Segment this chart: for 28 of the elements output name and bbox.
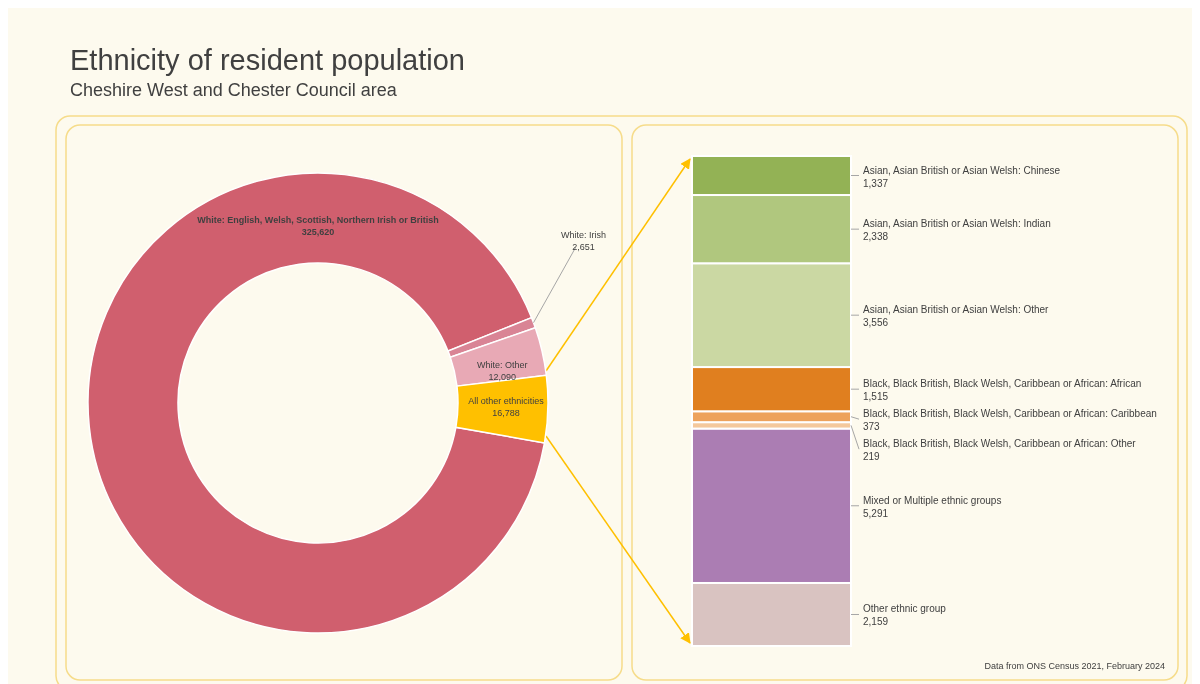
data-label: 2,159 xyxy=(863,616,889,628)
series-label: Asian, Asian British or Asian Welsh: Other xyxy=(863,304,1050,316)
series-label: Other ethnic group xyxy=(863,603,947,615)
data-label: 325,620 xyxy=(301,227,335,237)
data-label: 3,556 xyxy=(863,317,889,329)
chart-subtitle: Cheshire West and Chester Council area xyxy=(70,80,398,100)
chart-title: Ethnicity of resident population xyxy=(70,44,465,76)
data-label: 1,515 xyxy=(863,391,889,403)
series-label: Asian, Asian British or Asian Welsh: Indian xyxy=(863,218,1051,230)
data-label: 2,651 xyxy=(572,241,595,252)
data-label: 1,337 xyxy=(863,177,889,189)
slice-label: All other ethnicities xyxy=(468,395,545,406)
data-label: 16,788 xyxy=(492,407,520,418)
data-label: 373 xyxy=(863,421,881,433)
text: Data from ONS Census 2021, February 2024 xyxy=(984,661,1165,671)
series-label: Black, Black British, Black Welsh, Caribbean or African: Other xyxy=(863,438,1137,450)
slice-label: White: English, Welsh, Scottish, Northern Irish or British xyxy=(197,215,439,225)
series-label: Asian, Asian British or Asian Welsh: Chinese xyxy=(863,164,1061,176)
slice-label: White: Irish xyxy=(561,229,607,240)
series-label: Black, Black British, Black Welsh, Caribbean or African: African xyxy=(863,378,1142,390)
donut-slice xyxy=(87,172,546,634)
data-label: 2,338 xyxy=(863,231,889,243)
series-label: Mixed or Multiple ethnic groups xyxy=(863,494,1002,506)
data-label: 5,291 xyxy=(863,507,889,519)
series-label: Black, Black British, Black Welsh, Caribbean or African: Caribbean xyxy=(863,408,1157,420)
slice-label: White: Other xyxy=(477,359,528,370)
data-label: 12,090 xyxy=(488,371,517,382)
data-label: 219 xyxy=(863,451,881,463)
